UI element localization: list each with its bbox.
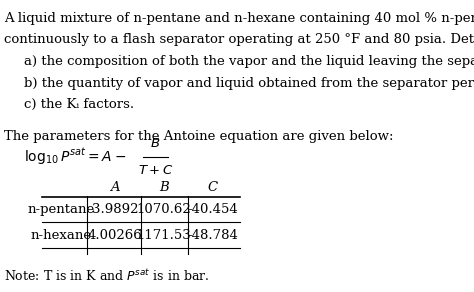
Text: $T + C$: $T + C$ [138,164,173,177]
Text: A liquid mixture of n-pentane and n-hexane containing 40 mol % n-pentane is fed: A liquid mixture of n-pentane and n-hexa… [4,11,474,25]
Text: b) the quantity of vapor and liquid obtained from the separator per mole of feed: b) the quantity of vapor and liquid obta… [24,77,474,90]
Text: The parameters for the Antoine equation are given below:: The parameters for the Antoine equation … [4,130,393,143]
Text: A: A [110,181,120,194]
Text: c) the Kᵢ factors.: c) the Kᵢ factors. [24,98,135,111]
Text: 1070.62: 1070.62 [137,203,191,216]
Text: n-pentane: n-pentane [27,203,94,216]
Text: B: B [159,181,169,194]
Text: 4.00266: 4.00266 [88,229,142,242]
Text: 3.9892: 3.9892 [92,203,138,216]
Text: -48.784: -48.784 [187,229,238,242]
Text: n-hexane: n-hexane [30,229,91,242]
Text: Note: T is in K and $P^{sat}$ is in bar.: Note: T is in K and $P^{sat}$ is in bar. [4,268,210,284]
Text: a) the composition of both the vapor and the liquid leaving the separator: a) the composition of both the vapor and… [24,55,474,68]
Text: $B$: $B$ [150,137,161,150]
Text: 1171.53: 1171.53 [137,229,191,242]
Text: $\log_{10} P^{sat} = A - $: $\log_{10} P^{sat} = A - $ [24,147,126,167]
Text: continuously to a flash separator operating at 250 °F and 80 psia. Determine: continuously to a flash separator operat… [4,33,474,46]
Text: -40.454: -40.454 [187,203,238,216]
Text: C: C [208,181,218,194]
